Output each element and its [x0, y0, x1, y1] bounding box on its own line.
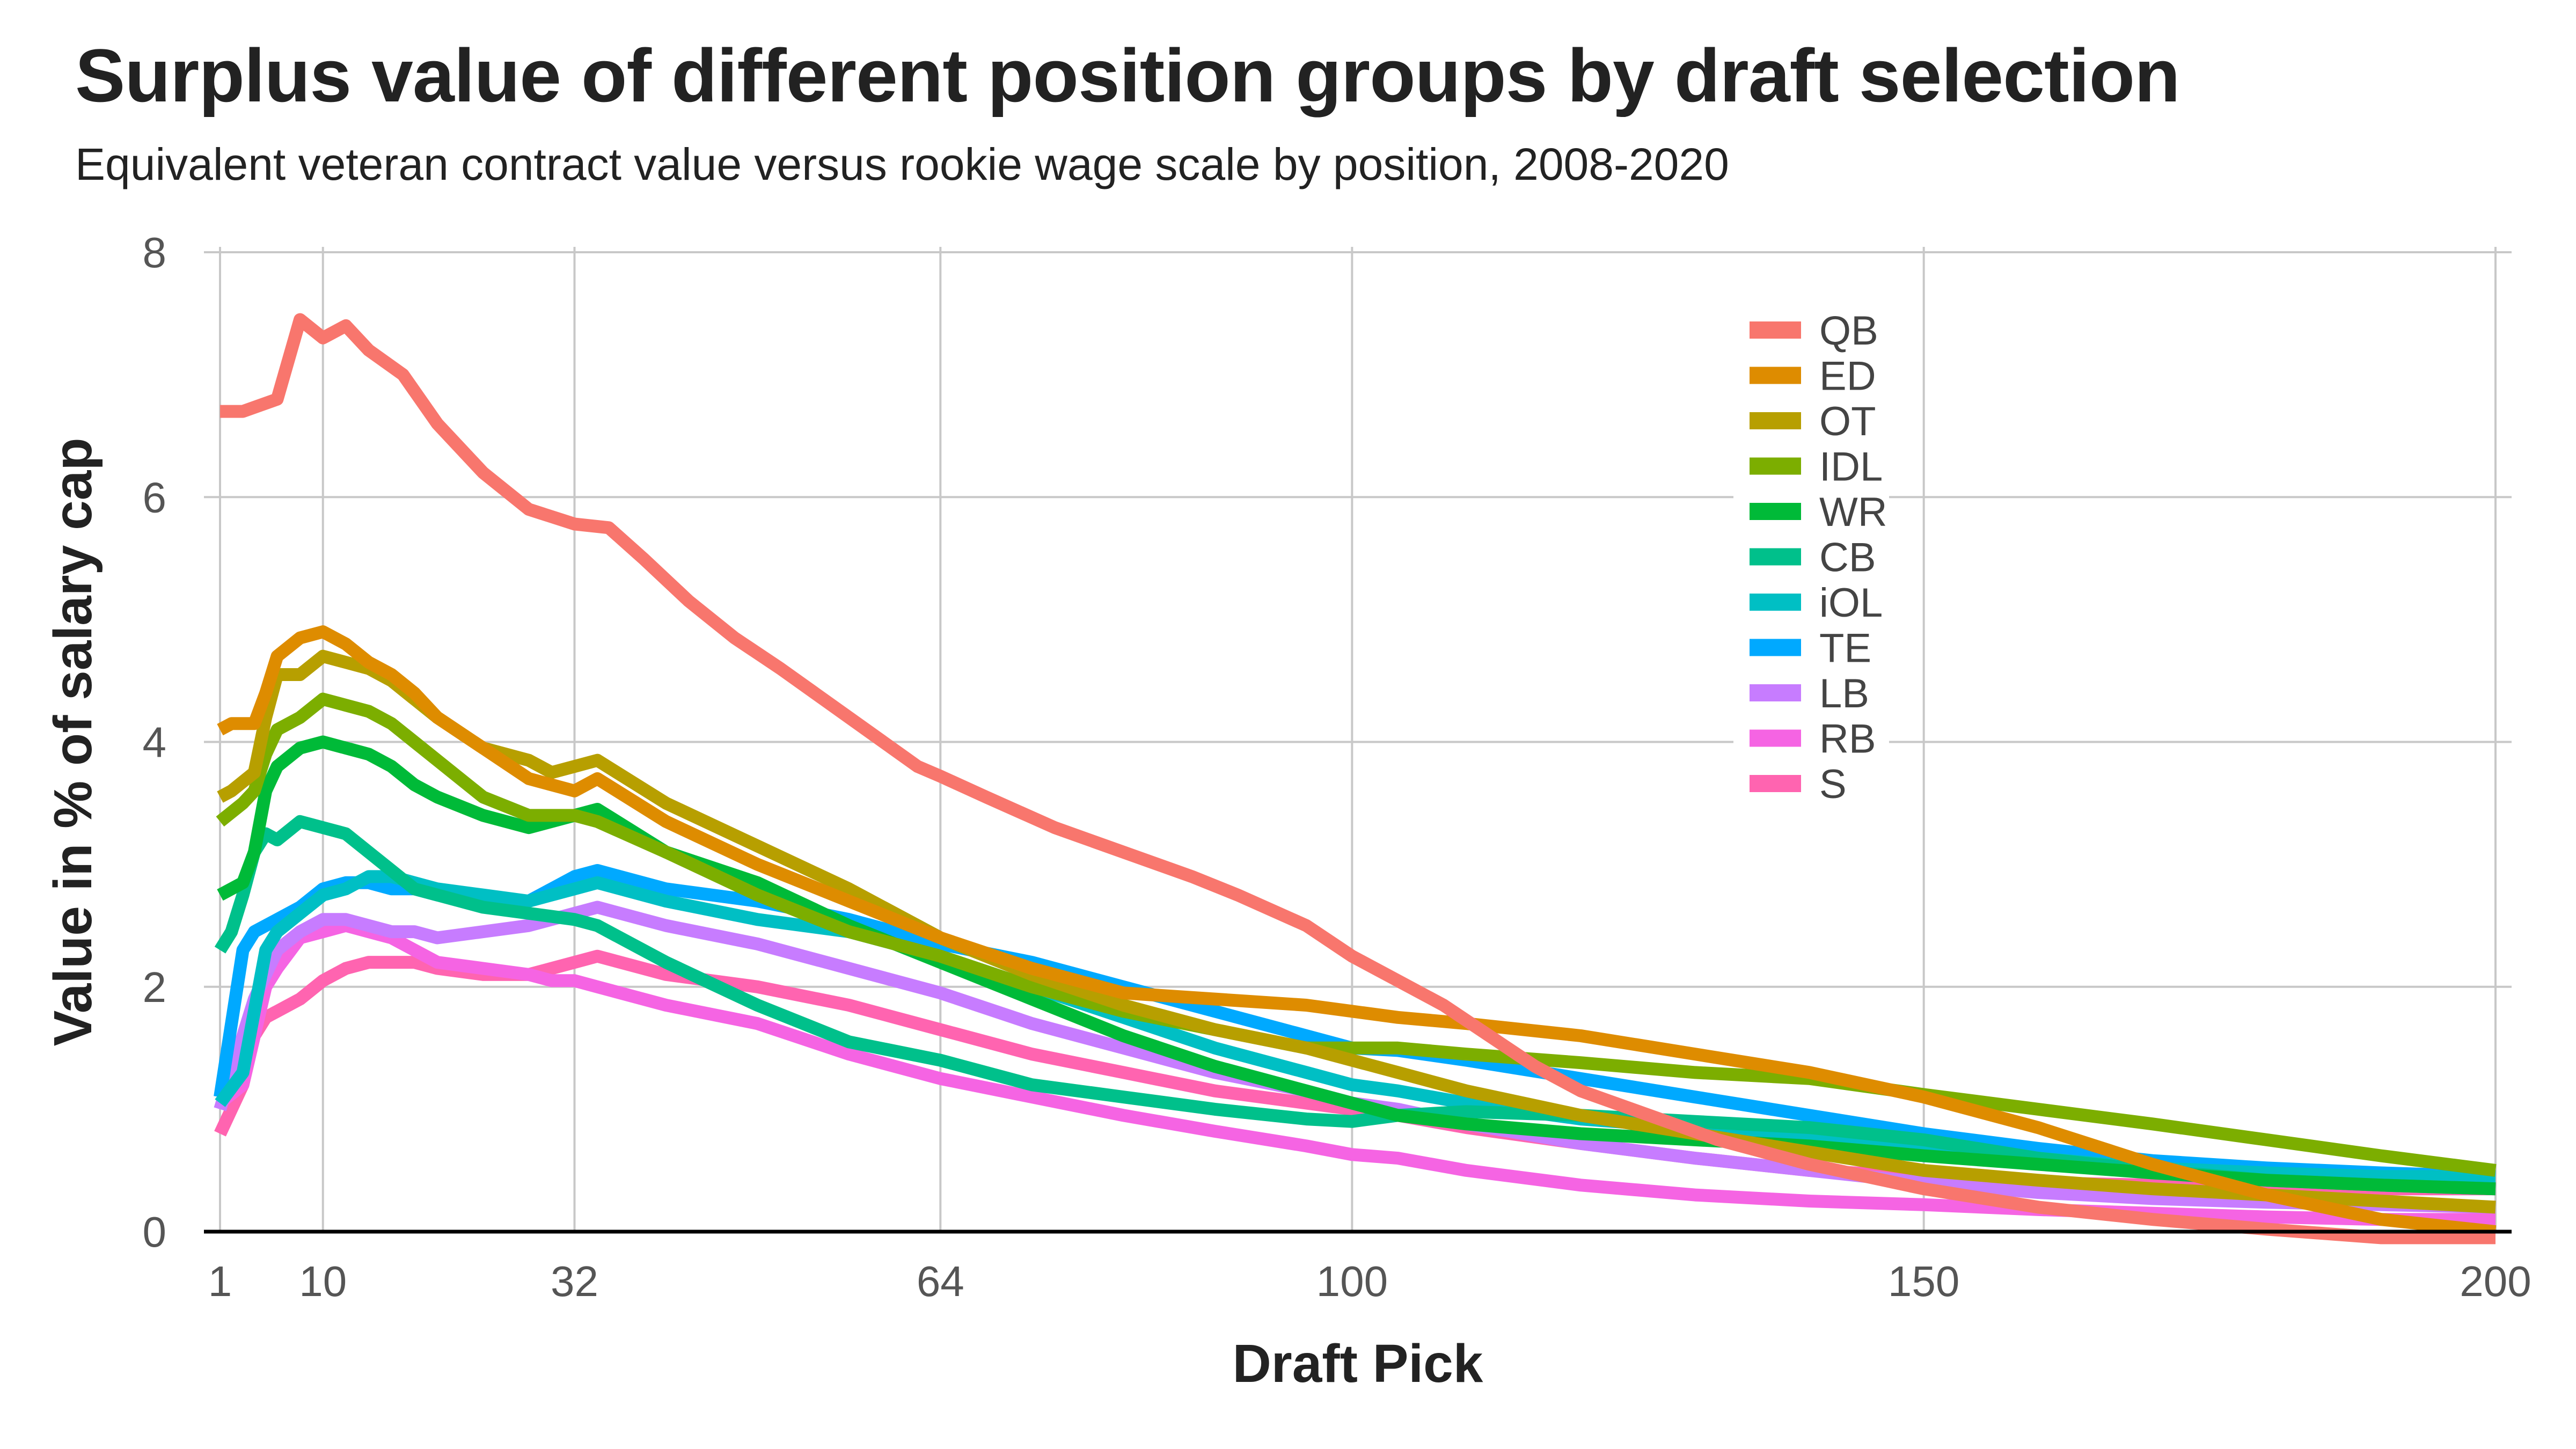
y-tick-label: 8 [143, 229, 167, 276]
legend-swatch-rb [1750, 729, 1801, 747]
y-tick-label: 2 [143, 963, 167, 1011]
x-tick-label: 1 [208, 1257, 232, 1305]
legend-label-cb: CB [1819, 535, 1876, 581]
legend-swatch-cb [1750, 548, 1801, 566]
legend-label-iol: iOL [1819, 580, 1883, 626]
y-tick-label: 4 [143, 719, 167, 766]
axes: 0 2 4 6 8 1 10 32 64 100 150 200 [143, 229, 2531, 1305]
x-tick-label: 10 [299, 1257, 347, 1305]
legend-label-s: S [1819, 762, 1847, 807]
series-line-ed [217, 625, 2497, 1238]
legend-label-wr: WR [1819, 489, 1887, 535]
legend-label-ed: ED [1819, 354, 1876, 399]
series-line-cb [214, 815, 2496, 1196]
series-lines [214, 313, 2497, 1245]
legend-swatch-idl [1750, 457, 1801, 475]
legend-swatch-ed [1750, 367, 1801, 384]
x-tick-label: 150 [1888, 1257, 1959, 1305]
legend-swatch-iol [1750, 594, 1801, 611]
legend-label-idl: IDL [1819, 444, 1883, 490]
legend-label-te: TE [1819, 626, 1871, 671]
legend-swatch-s [1750, 775, 1801, 792]
legend-swatch-wr [1750, 503, 1801, 520]
series-line-ot [217, 649, 2496, 1214]
legend-label-qb: QB [1819, 308, 1878, 354]
y-tick-label: 6 [143, 473, 167, 521]
legend-label-lb: LB [1819, 671, 1869, 716]
x-tick-label: 200 [2460, 1257, 2531, 1305]
x-tick-label: 100 [1316, 1257, 1388, 1305]
x-tick-label: 32 [551, 1257, 598, 1305]
series-line-qb [220, 313, 2496, 1245]
x-tick-label: 64 [917, 1257, 964, 1305]
chart-subtitle: Equivalent veteran contract value versus… [75, 139, 1729, 189]
legend-label-rb: RB [1819, 716, 1876, 762]
legend-swatch-lb [1750, 684, 1801, 701]
legend-label-ot: OT [1819, 399, 1876, 444]
legend-swatch-qb [1750, 321, 1801, 339]
chart-title: Surplus value of different position grou… [75, 33, 2180, 118]
x-axis-title: Draft Pick [1233, 1334, 1483, 1394]
y-tick-label: 0 [143, 1208, 167, 1256]
y-axis-title: Value in % of salary cap [43, 438, 103, 1046]
series-line-rb [216, 919, 2496, 1226]
legend-swatch-te [1750, 639, 1801, 656]
legend-swatch-ot [1750, 412, 1801, 429]
